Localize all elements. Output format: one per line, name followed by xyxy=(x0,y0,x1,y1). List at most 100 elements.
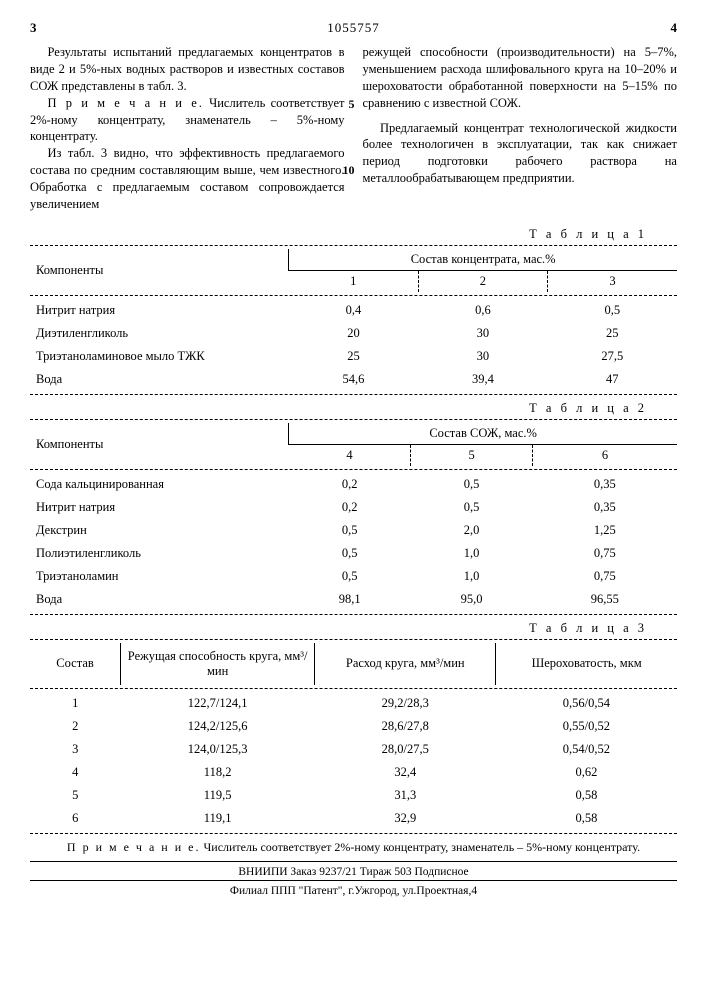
t2-r0-v1: 0,5 xyxy=(411,473,533,496)
t1-r0-v0: 0,4 xyxy=(289,299,418,322)
left-p1: Результаты испытаний предлагаемых концен… xyxy=(30,44,345,95)
t2-r5-v0: 98,1 xyxy=(289,588,411,611)
t3-r5-v1: 32,9 xyxy=(315,807,496,830)
t3-r2-v2: 0,54/0,52 xyxy=(496,738,677,761)
t3-r1-v1: 28,6/27,8 xyxy=(315,715,496,738)
table2: Компоненты Состав СОЖ, мас.% 4 5 6 Сода … xyxy=(30,423,677,611)
t2-r3-v1: 1,0 xyxy=(411,542,533,565)
t3-r1-n: 2 xyxy=(30,715,121,738)
t3-r5-v0: 119,1 xyxy=(121,807,315,830)
t3-r4-v0: 119,5 xyxy=(121,784,315,807)
page-left: 3 xyxy=(30,20,37,36)
page-numbers: 3 1055757 4 xyxy=(30,20,677,36)
t3-r1-v0: 124,2/125,6 xyxy=(121,715,315,738)
t2-r4-v0: 0,5 xyxy=(289,565,411,588)
t3-r3-n: 4 xyxy=(30,761,121,784)
t2-r0-v0: 0,2 xyxy=(289,473,411,496)
right-p2: Предлагаемый концентрат технологической … xyxy=(363,120,678,188)
t2-r1-v1: 0,5 xyxy=(411,496,533,519)
t1-r1-v2: 25 xyxy=(548,322,677,345)
t3-r1-v2: 0,55/0,52 xyxy=(496,715,677,738)
footnote-label: П р и м е ч а н и е. xyxy=(67,840,201,854)
table1-head-components: Компоненты xyxy=(30,249,289,292)
t2-r3-label: Полиэтиленгликоль xyxy=(30,542,289,565)
table1-head-conc: Состав концентрата, мас.% xyxy=(289,249,677,271)
footnote-text: Числитель соответствует 2%-ному концентр… xyxy=(200,840,640,854)
t1-r3-v2: 47 xyxy=(548,368,677,391)
table1: Компоненты Состав концентрата, мас.% 1 2… xyxy=(30,249,677,391)
t2-r4-label: Триэтаноламин xyxy=(30,565,289,588)
t2-r2-v0: 0,5 xyxy=(289,519,411,542)
t2-r1-label: Нитрит натрия xyxy=(30,496,289,519)
t1-r2-v2: 27,5 xyxy=(548,345,677,368)
t3-r0-v0: 122,7/124,1 xyxy=(121,692,315,715)
imprint-line-2: Филиал ППП "Патент", г.Ужгород, ул.Проек… xyxy=(30,885,677,897)
table1-col-1: 1 xyxy=(289,270,418,292)
t1-r1-label: Диэтиленгликоль xyxy=(30,322,289,345)
t2-r4-v2: 0,75 xyxy=(533,565,677,588)
t3-r2-v0: 124,0/125,3 xyxy=(121,738,315,761)
t2-r5-v2: 96,55 xyxy=(533,588,677,611)
t3-r2-n: 3 xyxy=(30,738,121,761)
t1-r3-v0: 54,6 xyxy=(289,368,418,391)
t3-r4-v1: 31,3 xyxy=(315,784,496,807)
t2-r1-v0: 0,2 xyxy=(289,496,411,519)
t1-r1-v0: 20 xyxy=(289,322,418,345)
table1-col-2: 2 xyxy=(418,270,547,292)
t2-r5-v1: 95,0 xyxy=(411,588,533,611)
table1-col-3: 3 xyxy=(548,270,677,292)
t1-r2-v0: 25 xyxy=(289,345,418,368)
t1-r2-label: Триэтаноламиновое мыло ТЖК xyxy=(30,345,289,368)
t2-r2-v1: 2,0 xyxy=(411,519,533,542)
t3-r3-v2: 0,62 xyxy=(496,761,677,784)
imprint-line-1: ВНИИПИ Заказ 9237/21 Тираж 503 Подписное xyxy=(30,866,677,878)
t2-r1-v2: 0,35 xyxy=(533,496,677,519)
t1-r0-v2: 0,5 xyxy=(548,299,677,322)
t2-r0-v2: 0,35 xyxy=(533,473,677,496)
line-number-5: 5 xyxy=(349,96,355,112)
table2-head-conc: Состав СОЖ, мас.% xyxy=(289,423,677,445)
table2-head-components: Компоненты xyxy=(30,423,289,466)
table3-head-3: Шероховатость, мкм xyxy=(496,643,677,685)
table3: Состав Режущая способность круга, мм³/ми… xyxy=(30,643,677,830)
table3-title: Т а б л и ц а 3 xyxy=(30,621,677,636)
left-p2: П р и м е ч а н и е. Числитель соответст… xyxy=(30,95,345,146)
t2-r0-label: Сода кальцинированная xyxy=(30,473,289,496)
table2-col-6: 6 xyxy=(533,444,677,466)
t3-r3-v1: 32,4 xyxy=(315,761,496,784)
table3-head-0: Состав xyxy=(30,643,121,685)
t2-r3-v2: 0,75 xyxy=(533,542,677,565)
right-p1: режущей способности (производительности)… xyxy=(363,44,678,112)
table1-title: Т а б л и ц а 1 xyxy=(30,227,677,242)
t3-r0-n: 1 xyxy=(30,692,121,715)
table3-footnote: П р и м е ч а н и е. Числитель соответст… xyxy=(30,840,677,855)
left-p3: Из табл. 3 видно, что эффективность пред… xyxy=(30,145,345,213)
t3-r4-n: 5 xyxy=(30,784,121,807)
t2-r2-label: Декстрин xyxy=(30,519,289,542)
right-column: 5 10 режущей способности (производительн… xyxy=(363,44,678,213)
t3-r5-n: 6 xyxy=(30,807,121,830)
patent-number: 1055757 xyxy=(327,20,380,36)
table3-head-2: Расход круга, мм³/мин xyxy=(315,643,496,685)
t1-r3-v1: 39,4 xyxy=(418,368,547,391)
t2-r5-label: Вода xyxy=(30,588,289,611)
page-right: 4 xyxy=(671,20,678,36)
line-number-10: 10 xyxy=(343,162,355,178)
t1-r3-label: Вода xyxy=(30,368,289,391)
t1-r0-v1: 0,6 xyxy=(418,299,547,322)
t3-r2-v1: 28,0/27,5 xyxy=(315,738,496,761)
t1-r2-v1: 30 xyxy=(418,345,547,368)
t3-r4-v2: 0,58 xyxy=(496,784,677,807)
t1-r0-label: Нитрит натрия xyxy=(30,299,289,322)
t2-r2-v2: 1,25 xyxy=(533,519,677,542)
t1-r1-v1: 30 xyxy=(418,322,547,345)
note-label: П р и м е ч а н и е. xyxy=(48,96,204,110)
t3-r0-v2: 0,56/0,54 xyxy=(496,692,677,715)
table3-head-1: Режущая способность круга, мм³/мин xyxy=(121,643,315,685)
table2-title: Т а б л и ц а 2 xyxy=(30,401,677,416)
t2-r4-v1: 1,0 xyxy=(411,565,533,588)
t2-r3-v0: 0,5 xyxy=(289,542,411,565)
table2-col-4: 4 xyxy=(289,444,411,466)
t3-r5-v2: 0,58 xyxy=(496,807,677,830)
table2-col-5: 5 xyxy=(411,444,533,466)
